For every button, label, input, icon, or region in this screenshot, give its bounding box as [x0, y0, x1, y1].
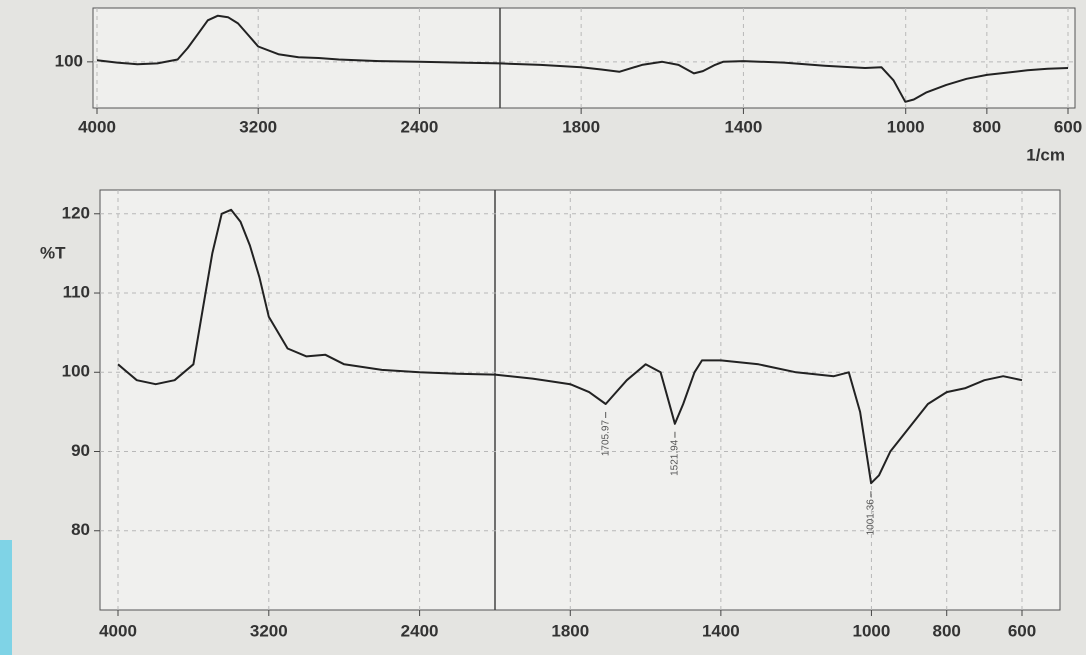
x-tick-label: 4000 — [99, 621, 137, 640]
y-tick-label: 90 — [71, 441, 90, 460]
peak-label: 1521.94 — [670, 439, 681, 476]
x-tick-label: 1800 — [551, 621, 589, 640]
x-axis-label: 1/cm — [1026, 145, 1065, 164]
x-tick-label: 800 — [973, 117, 1001, 136]
spectrum-line — [96, 14, 1069, 103]
x-tick-label: 2400 — [400, 117, 438, 136]
x-tick-label: 800 — [933, 621, 961, 640]
y-tick-label: 120 — [62, 203, 90, 222]
x-tick-label: 1000 — [853, 621, 891, 640]
y-tick-label: 100 — [55, 51, 83, 70]
main-plot — [99, 189, 1061, 611]
x-tick-label: 4000 — [78, 117, 116, 136]
x-tick-label: 1800 — [562, 117, 600, 136]
y-tick-label: 100 — [62, 362, 90, 381]
x-tick-label: 600 — [1008, 621, 1036, 640]
peak-label: 1705.97 — [600, 420, 611, 457]
x-tick-label: 1400 — [702, 621, 740, 640]
overview-plot — [92, 7, 1076, 109]
y-tick-label: 110 — [63, 283, 90, 302]
x-tick-label: 1400 — [725, 117, 763, 136]
x-tick-label: 2400 — [401, 621, 439, 640]
peak-label: 1001.36 — [866, 499, 877, 536]
spectrum-line — [117, 208, 1023, 485]
y-axis-label: %T — [40, 243, 66, 262]
y-tick-label: 80 — [71, 520, 90, 539]
x-tick-label: 600 — [1054, 117, 1082, 136]
x-tick-label: 3200 — [250, 621, 288, 640]
x-tick-label: 3200 — [239, 117, 277, 136]
edge-strip — [0, 540, 12, 655]
x-tick-label: 1000 — [887, 117, 925, 136]
